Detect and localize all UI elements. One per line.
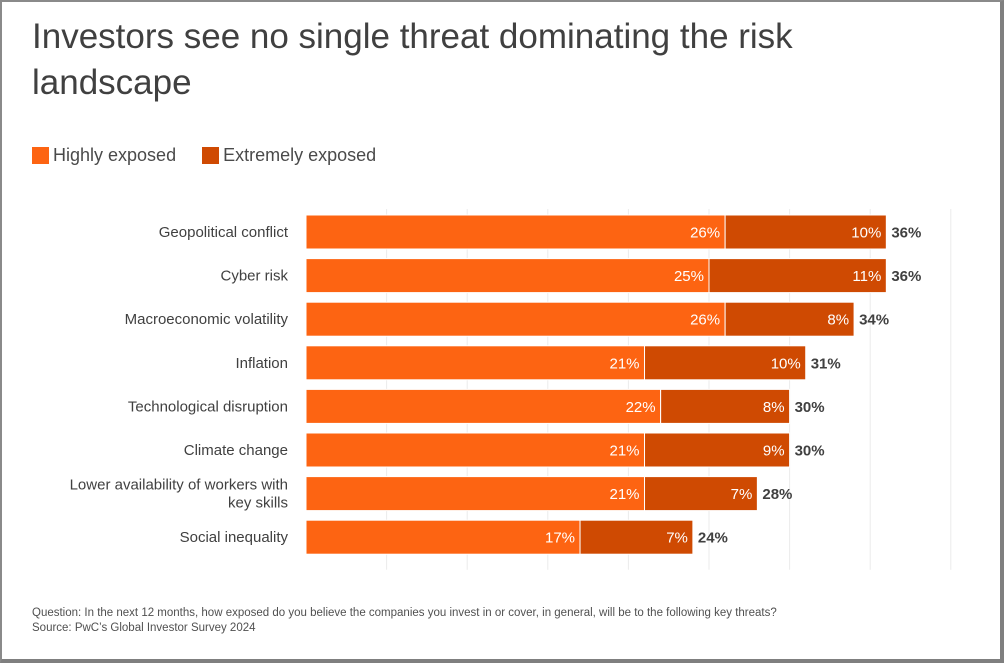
category-label: Lower availability of workers with key sk… xyxy=(70,477,288,512)
bar-segment-highly-exposed xyxy=(305,519,581,555)
category-label: Macroeconomic volatility xyxy=(125,311,289,328)
bar-segment-extremely-exposed xyxy=(708,258,887,294)
category-label: Cyber risk xyxy=(220,268,288,285)
segment-value-label: 26% xyxy=(690,312,720,329)
footer-question: Question: In the next 12 months, how exp… xyxy=(32,607,777,619)
segment-value-label: 21% xyxy=(609,355,639,372)
category-label: Technological disruption xyxy=(128,398,288,415)
segment-value-label: 21% xyxy=(609,443,639,460)
bar-segment-highly-exposed xyxy=(305,388,662,424)
bar-segment-extremely-exposed xyxy=(644,345,807,381)
total-value-label: 36% xyxy=(891,268,921,285)
segment-value-label: 22% xyxy=(626,399,656,416)
total-value-label: 24% xyxy=(698,530,728,547)
bar-segment-highly-exposed xyxy=(305,432,646,468)
total-value-label: 31% xyxy=(811,355,841,372)
bar-segment-highly-exposed xyxy=(305,476,646,512)
segment-value-label: 11% xyxy=(852,268,881,285)
segment-value-label: 26% xyxy=(690,225,720,242)
chart-title: Investors see no single threat dominatin… xyxy=(32,17,793,102)
category-label: Climate change xyxy=(184,442,288,459)
segment-value-label: 8% xyxy=(763,399,785,416)
total-value-label: 34% xyxy=(859,312,889,329)
bar-chart: Geopolitical conflict 26% 10% 36% Cyber risk… xyxy=(70,209,952,570)
segment-value-label: 7% xyxy=(666,530,688,547)
category-label: Social inequality xyxy=(180,529,289,546)
legend-item-extremely-exposed: Extremely exposed xyxy=(202,145,376,166)
total-value-label: 36% xyxy=(891,225,921,242)
bar-segment-extremely-exposed xyxy=(724,214,887,250)
segment-value-label: 8% xyxy=(827,312,849,329)
legend-swatch-extremely-exposed xyxy=(202,147,220,164)
segment-value-label: 7% xyxy=(731,486,753,503)
segment-value-label: 10% xyxy=(851,225,881,242)
footer: Question: In the next 12 months, how exp… xyxy=(32,606,777,636)
bar-segment-extremely-exposed xyxy=(579,519,694,555)
segment-value-label: 21% xyxy=(609,486,639,503)
bar-segment-extremely-exposed xyxy=(644,432,791,468)
bar-segment-highly-exposed xyxy=(305,301,726,337)
total-value-label: 30% xyxy=(795,399,825,416)
bar-segment-highly-exposed xyxy=(305,345,646,381)
bar-segment-extremely-exposed xyxy=(724,301,855,337)
legend-item-highly-exposed: Highly exposed xyxy=(32,145,176,166)
bar-segment-highly-exposed xyxy=(305,214,726,250)
segment-value-label: 10% xyxy=(771,355,801,372)
total-value-label: 28% xyxy=(762,486,792,503)
legend-label-highly-exposed: Highly exposed xyxy=(53,145,177,165)
total-value-label: 30% xyxy=(795,443,825,460)
bar-segment-extremely-exposed xyxy=(644,476,758,512)
footer-source: Source: PwC’s Global Investor Survey 202… xyxy=(32,622,256,634)
legend-swatch-highly-exposed xyxy=(32,147,49,164)
segment-value-label: 17% xyxy=(545,530,575,547)
legend-label-extremely-exposed: Extremely exposed xyxy=(223,145,377,165)
category-label: Geopolitical conflict xyxy=(159,224,289,241)
category-label: Inflation xyxy=(235,355,288,372)
segment-value-label: 9% xyxy=(763,443,785,460)
segment-value-label: 25% xyxy=(674,268,704,285)
bar-segment-extremely-exposed xyxy=(660,388,791,424)
bar-segment-highly-exposed xyxy=(305,258,710,294)
legend: Highly exposed Extremely exposed xyxy=(32,145,402,166)
